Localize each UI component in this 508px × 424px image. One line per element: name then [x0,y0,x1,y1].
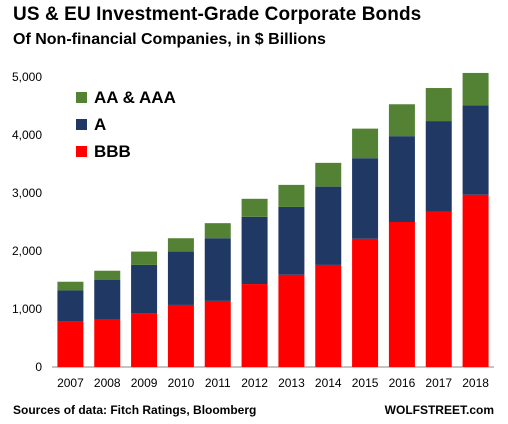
x-tick-label: 2013 [278,376,305,390]
bar-bbb-2018 [462,194,489,367]
bar-aa-aaa-2015 [352,128,379,159]
bar-aa-aaa-2013 [278,184,305,207]
x-tick-label: 2018 [462,376,489,390]
bar-a-2013 [278,206,305,275]
bar-aa-aaa-2008 [94,270,121,280]
bar-a-2017 [425,121,452,212]
bar-bbb-2015 [352,238,379,367]
bar-aa-aaa-2007 [57,281,84,291]
bar-aa-aaa-2010 [167,238,194,252]
bar-a-2010 [167,251,194,305]
x-tick-label: 2014 [315,376,342,390]
bar-bbb-2016 [388,222,415,367]
bar-a-2016 [388,136,415,222]
chart-title: US & EU Investment-Grade Corporate Bonds [13,4,422,25]
y-tick-label: 3,000 [12,186,42,200]
legend-swatch-a [76,119,87,130]
bar-bbb-2014 [315,264,342,367]
chart-subtitle: Of Non-financial Companies, in $ Billion… [13,31,326,48]
bar-bbb-2010 [167,304,194,367]
bar-a-2018 [462,105,489,195]
y-tick-label: 0 [35,360,42,374]
legend-label: A [94,115,106,134]
x-tick-label: 2010 [168,376,195,390]
x-tick-label: 2011 [205,376,231,390]
bar-aa-aaa-2014 [315,162,342,187]
x-tick-label: 2015 [352,376,379,390]
bar-bbb-2017 [425,211,452,367]
legend-label: AA & AAA [94,88,176,107]
bar-aa-aaa-2017 [425,88,452,122]
bar-bbb-2011 [204,300,231,367]
bar-aa-aaa-2009 [131,251,158,265]
bar-bbb-2008 [94,319,121,367]
source-note: Sources of data: Fitch Ratings, Bloomber… [13,403,257,417]
legend-label: BBB [94,142,131,161]
x-tick-label: 2008 [94,376,121,390]
bar-bbb-2012 [241,284,268,367]
bar-bbb-2009 [131,313,158,367]
bar-a-2011 [204,238,231,301]
legend-swatch-aa-aaa [76,92,87,103]
brand-label: WOLFSTREET.com [384,403,494,417]
bar-aa-aaa-2016 [388,104,415,137]
y-tick-label: 1,000 [12,302,42,316]
y-tick-label: 4,000 [12,128,42,142]
bar-aa-aaa-2012 [241,198,268,217]
x-tick-label: 2017 [425,376,452,390]
bar-a-2012 [241,216,268,285]
bar-aa-aaa-2011 [204,223,231,239]
x-tick-label: 2012 [241,376,268,390]
y-tick-label: 2,000 [12,244,42,258]
x-tick-label: 2009 [131,376,158,390]
bar-aa-aaa-2018 [462,72,489,106]
bar-bbb-2013 [278,274,305,367]
bar-bbb-2007 [57,321,84,367]
bar-a-2007 [57,290,84,322]
bar-a-2015 [352,158,379,239]
y-tick-label: 5,000 [12,70,42,84]
x-tick-label: 2016 [389,376,416,390]
legend-swatch-bbb [76,146,87,157]
x-tick-label: 2007 [57,376,84,390]
bar-a-2008 [94,280,121,320]
bar-a-2009 [131,264,158,314]
bar-a-2014 [315,186,342,265]
